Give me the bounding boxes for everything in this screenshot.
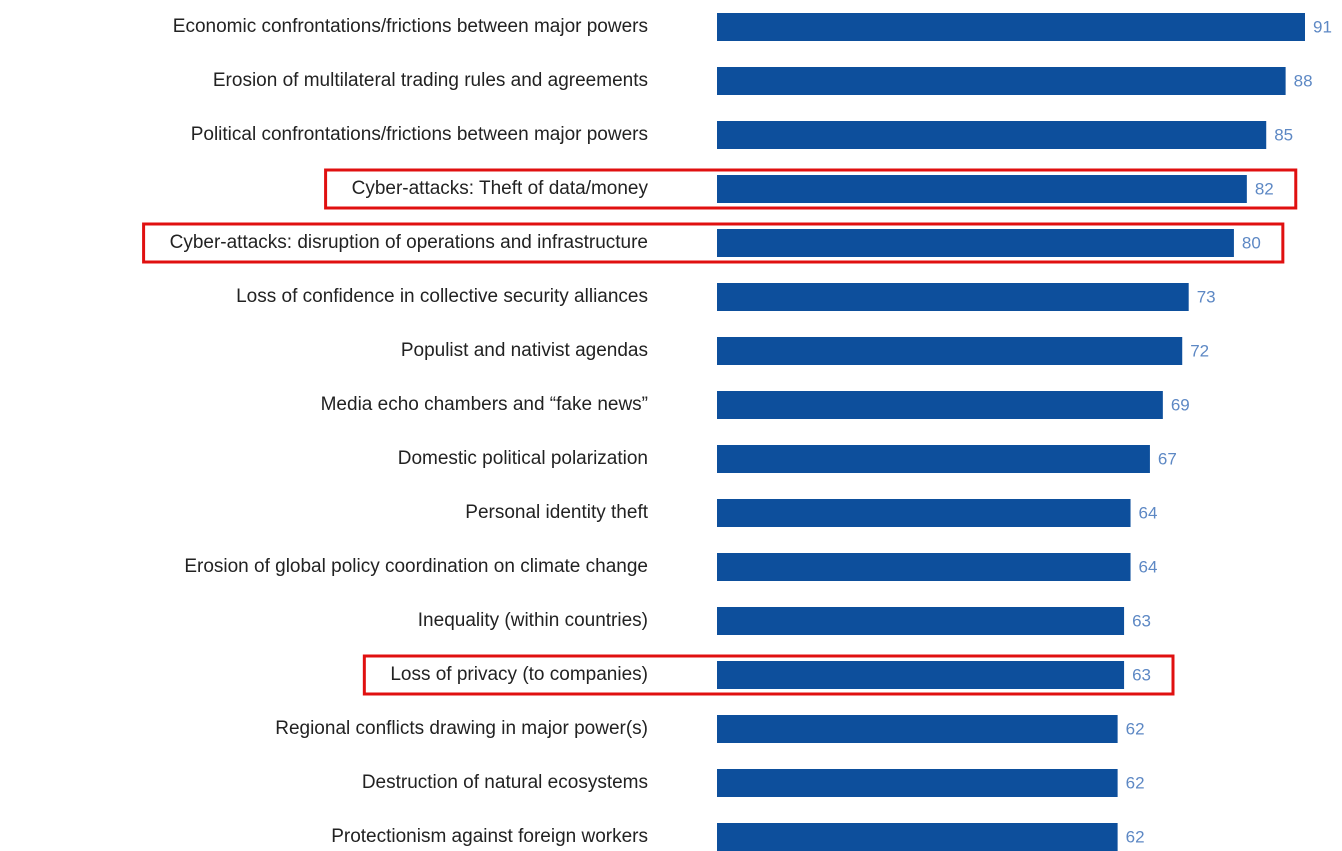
bar xyxy=(717,499,1131,527)
bar xyxy=(717,823,1118,851)
category-label: Political confrontations/frictions betwe… xyxy=(191,124,648,145)
value-label: 62 xyxy=(1126,719,1145,738)
bar xyxy=(717,661,1125,689)
value-label: 62 xyxy=(1126,773,1145,792)
category-label: Loss of confidence in collective securit… xyxy=(236,286,648,307)
category-label: Domestic political polarization xyxy=(398,448,648,469)
bar xyxy=(717,13,1305,41)
value-label: 91 xyxy=(1313,17,1332,36)
bar xyxy=(717,283,1189,311)
category-label: Cyber-attacks: disruption of operations … xyxy=(170,232,648,253)
bar xyxy=(717,175,1247,203)
bar xyxy=(717,553,1131,581)
category-label: Personal identity theft xyxy=(465,502,648,523)
bar xyxy=(717,67,1286,95)
category-label: Regional conflicts drawing in major powe… xyxy=(275,718,648,739)
value-label: 67 xyxy=(1158,449,1177,468)
bar xyxy=(717,391,1163,419)
category-label: Erosion of global policy coordination on… xyxy=(184,556,648,577)
value-label: 82 xyxy=(1255,179,1274,198)
category-label: Erosion of multilateral trading rules an… xyxy=(213,70,648,91)
value-label: 88 xyxy=(1294,71,1313,90)
highlight-box xyxy=(324,168,1298,210)
value-label: 72 xyxy=(1190,341,1209,360)
category-label: Inequality (within countries) xyxy=(418,610,648,631)
highlight-box xyxy=(142,222,1285,264)
category-label: Loss of privacy (to companies) xyxy=(390,664,648,685)
value-label: 69 xyxy=(1171,395,1190,414)
bar xyxy=(717,337,1183,365)
bar xyxy=(717,607,1125,635)
value-label: 80 xyxy=(1242,233,1261,252)
value-label: 63 xyxy=(1132,665,1151,684)
value-label: 63 xyxy=(1132,611,1151,630)
value-label: 64 xyxy=(1139,557,1158,576)
bar xyxy=(717,445,1150,473)
bar xyxy=(717,769,1118,797)
value-label: 64 xyxy=(1139,503,1158,522)
category-label: Media echo chambers and “fake news” xyxy=(321,394,648,415)
category-label: Populist and nativist agendas xyxy=(401,340,648,361)
category-label: Protectionism against foreign workers xyxy=(331,826,648,847)
bar xyxy=(717,121,1267,149)
value-label: 73 xyxy=(1197,287,1216,306)
category-label: Destruction of natural ecosystems xyxy=(362,772,648,793)
value-label: 62 xyxy=(1126,827,1145,846)
bar xyxy=(717,715,1118,743)
bar xyxy=(717,229,1234,257)
highlight-box xyxy=(362,654,1175,696)
value-label: 85 xyxy=(1274,125,1293,144)
category-label: Cyber-attacks: Theft of data/money xyxy=(352,178,649,199)
category-label: Economic confrontations/frictions betwee… xyxy=(173,16,648,37)
